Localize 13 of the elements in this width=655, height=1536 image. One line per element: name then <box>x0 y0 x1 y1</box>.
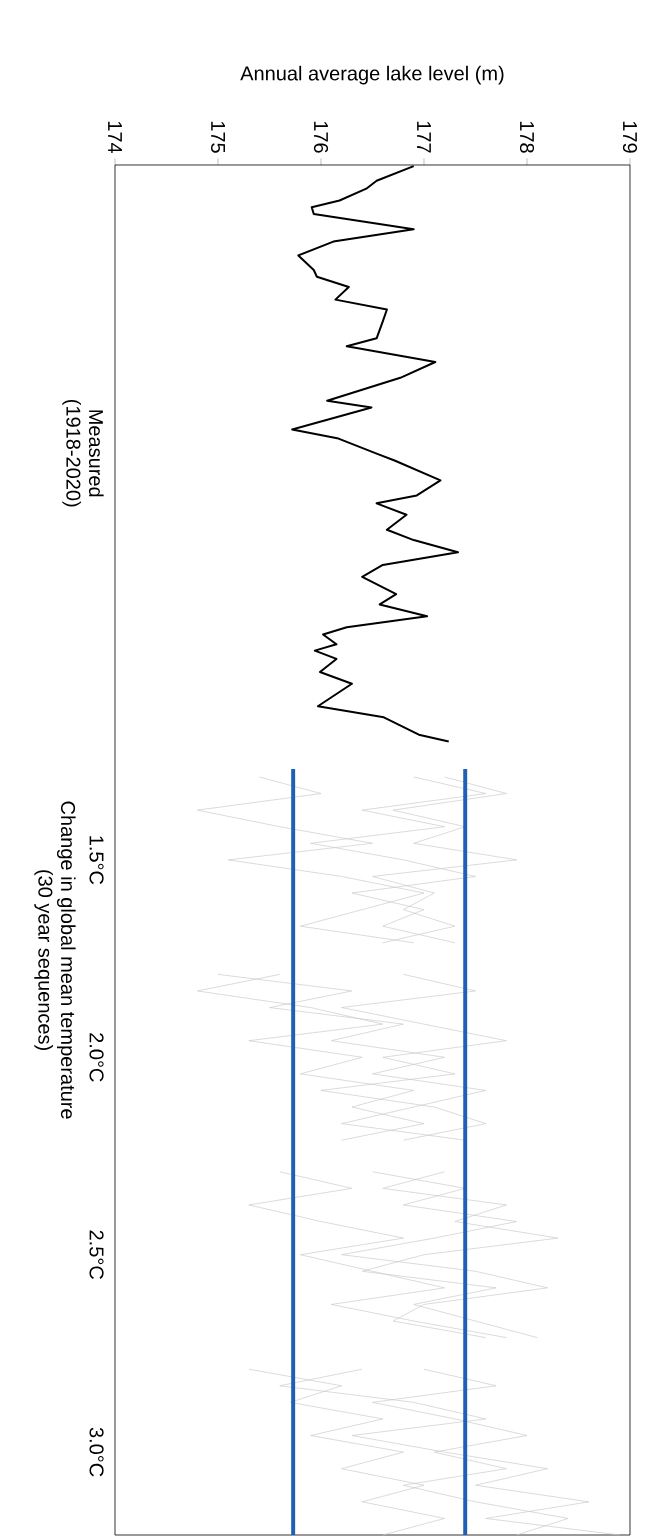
x-tick-label: 174 <box>108 121 122 154</box>
x-tick-label: 179 <box>622 121 638 153</box>
x-tick-label: 176 <box>313 121 329 153</box>
y-tick-label: 3.0°C <box>89 1427 104 1477</box>
y-tick-label: Measured (1918-2020) <box>62 399 104 507</box>
y-tick-label: 2.0°C <box>89 1033 104 1082</box>
x-tick-label: 175 <box>211 121 225 153</box>
y-tick-label: 2.5°C <box>89 1230 104 1280</box>
x-tick-label: 177 <box>417 121 431 153</box>
x-axis-title: Annual average lake level (m) <box>240 65 504 85</box>
y-tick-label: 1.5°C <box>89 836 104 885</box>
y-axis-title: Change in global mean temperature (30 year sequences) <box>34 801 76 1119</box>
x-tick-label: 178 <box>519 121 535 153</box>
